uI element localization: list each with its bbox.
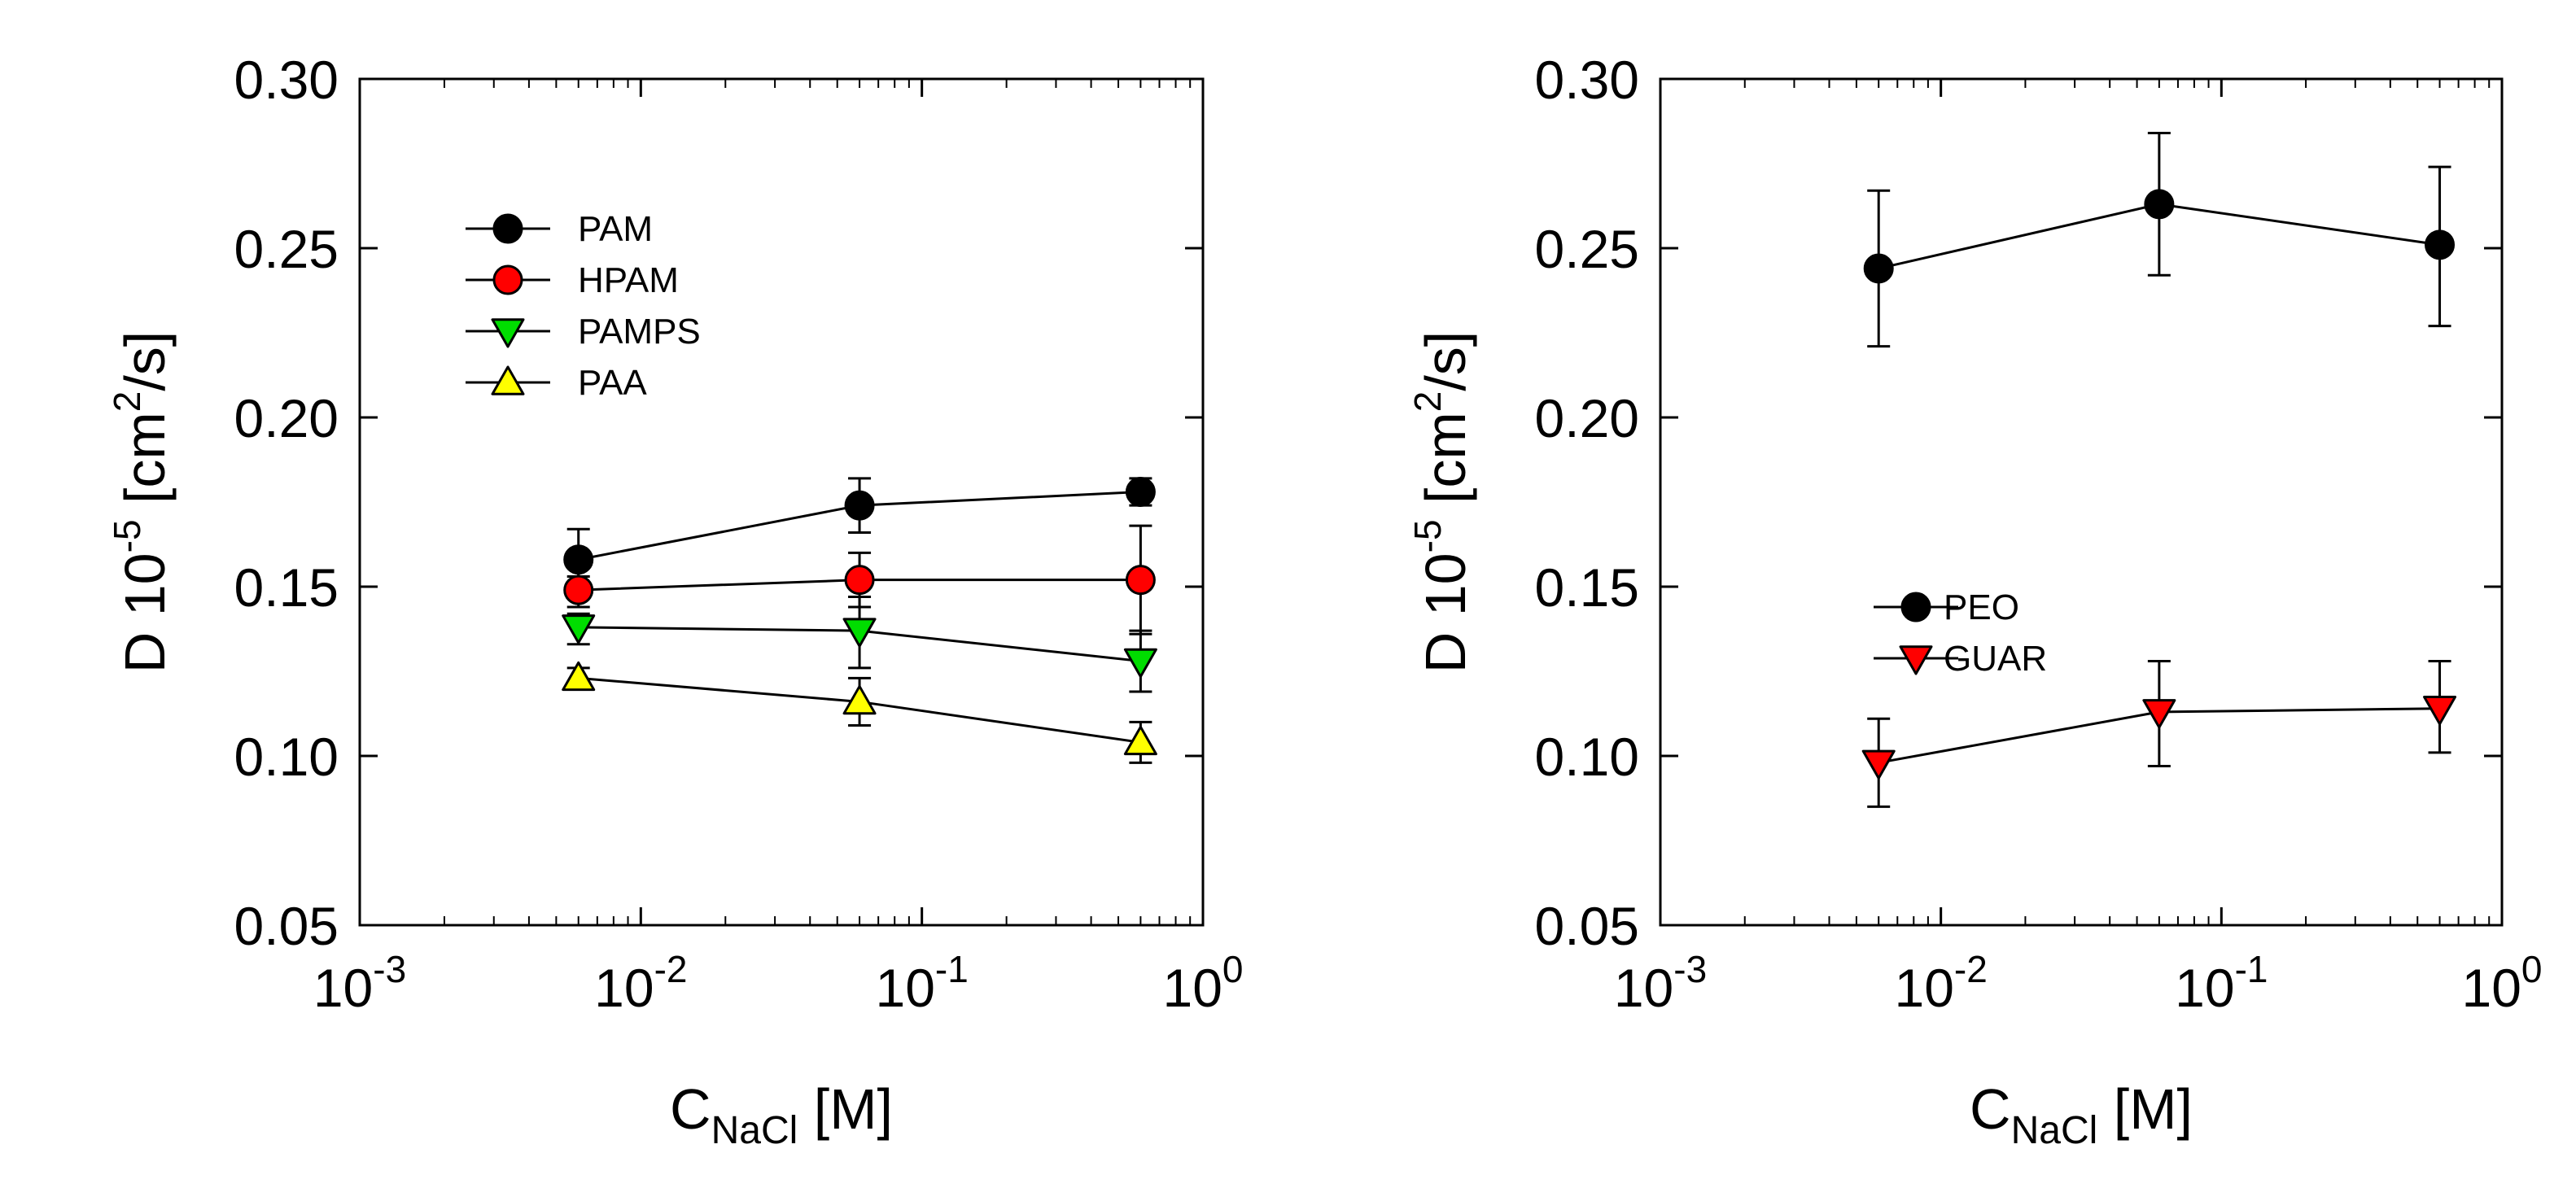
- x-tick-exponent: 0: [1222, 948, 1244, 990]
- x-tick-base: 10: [594, 958, 654, 1018]
- left-panel: 10-3 10-2 10-1 1000.050.100.150.200.250.30C…: [106, 50, 1244, 1152]
- data-point: [1123, 725, 1157, 756]
- y-axis-title-exponent2: 2: [106, 391, 148, 413]
- y-tick-label: 0.05: [234, 896, 339, 956]
- x-tick-base: 10: [2175, 958, 2234, 1018]
- data-point: [1125, 477, 1156, 508]
- plot-frame: [358, 77, 1205, 927]
- x-tick-label: 10-2: [1895, 948, 1988, 1018]
- x-tick-exponent: -1: [935, 948, 969, 990]
- series-guar: [1861, 660, 2457, 808]
- x-tick-label: 10-3: [313, 948, 406, 1018]
- x-tick-exponent: -3: [1673, 948, 1707, 990]
- x-tick-base: 10: [1895, 958, 1954, 1018]
- y-tick-label: 0.05: [1535, 896, 1639, 956]
- x-tick-exponent: -1: [2235, 948, 2268, 990]
- x-tick-exponent: 0: [2521, 948, 2543, 990]
- plot-frame: [1659, 77, 2504, 927]
- data-point: [842, 684, 877, 715]
- legend-label: PAMPS: [578, 312, 701, 352]
- data-point: [2144, 189, 2175, 220]
- y-tick-label: 0.20: [234, 388, 339, 448]
- y-axis-title-exponent: -5: [106, 519, 148, 553]
- legend-label: PAM: [578, 209, 653, 249]
- legend-label: HPAM: [578, 260, 679, 300]
- x-tick-base: 10: [313, 958, 373, 1018]
- x-tick-label: 10-2: [594, 948, 687, 1018]
- y-axis-title-post: /s]: [1414, 331, 1477, 391]
- x-axis-title-main: C: [1970, 1077, 2011, 1141]
- legend-label: PAA: [578, 363, 647, 403]
- data-point: [2425, 229, 2456, 260]
- y-axis-title: D 10-5 [cm2/s]: [106, 331, 177, 674]
- y-axis-title-pre: D 10: [113, 553, 177, 673]
- series-paa: [562, 661, 1157, 764]
- data-point: [1863, 253, 1894, 284]
- data-point: [1125, 565, 1156, 596]
- y-axis-title: D 10-5 [cm2/s]: [1406, 331, 1477, 674]
- y-tick-label: 0.15: [1535, 557, 1639, 618]
- data-point: [563, 574, 594, 605]
- x-axis-title-unit: [M]: [2097, 1077, 2193, 1141]
- data-point: [562, 661, 596, 692]
- x-tick-base: 10: [1614, 958, 1673, 1018]
- x-axis-title-main: C: [670, 1077, 711, 1141]
- series-peo: [1863, 132, 2456, 348]
- y-tick-label: 0.15: [234, 557, 339, 618]
- x-axis-title-subscript: NaCl: [711, 1109, 798, 1152]
- x-tick-base: 10: [876, 958, 935, 1018]
- x-axis-title-subscript: NaCl: [2011, 1109, 2098, 1152]
- x-axis-title-unit: [M]: [798, 1077, 893, 1141]
- data-point: [2423, 696, 2457, 726]
- x-tick-label: 10-3: [1614, 948, 1707, 1018]
- x-axis-title: CNaCl [M]: [1970, 1077, 2193, 1152]
- y-axis-title-mid: [cm: [113, 412, 177, 519]
- data-point: [842, 618, 877, 648]
- y-axis-title-exponent: -5: [1406, 519, 1449, 553]
- y-axis-title-pre: D 10: [1414, 553, 1477, 673]
- series-hpam: [563, 524, 1156, 635]
- x-tick-label: 10-1: [2175, 948, 2268, 1018]
- series-pamps: [562, 595, 1157, 693]
- legend-label: GUAR: [1944, 639, 2047, 679]
- y-tick-label: 0.10: [1535, 727, 1639, 787]
- legend-marker: [491, 318, 525, 348]
- right-panel: 10-3 10-2 10-1 1000.050.100.150.200.250.30C…: [1406, 50, 2543, 1152]
- legend: PAM HPAM PAMPS PAA: [466, 209, 701, 403]
- y-tick-label: 0.20: [1535, 388, 1639, 448]
- legend-marker: [491, 365, 525, 395]
- legend-marker: [1899, 645, 1933, 675]
- legend: PEO GUAR: [1874, 587, 2047, 679]
- y-tick-label: 0.30: [234, 50, 339, 110]
- data-point: [2142, 699, 2176, 729]
- y-tick-label: 0.30: [1535, 50, 1639, 110]
- legend-label: PEO: [1944, 587, 2019, 627]
- x-tick-base: 10: [2461, 958, 2521, 1018]
- data-point: [844, 490, 875, 521]
- y-axis-title-post: /s]: [113, 331, 177, 391]
- x-tick-label: 100: [2461, 948, 2542, 1018]
- y-tick-label: 0.25: [1535, 219, 1639, 279]
- data-point: [844, 565, 875, 596]
- x-tick-exponent: -2: [654, 948, 688, 990]
- x-tick-exponent: -3: [373, 948, 406, 990]
- y-tick-label: 0.25: [234, 219, 339, 279]
- y-tick-label: 0.10: [234, 727, 339, 787]
- data-point: [1123, 648, 1157, 679]
- legend-marker: [492, 264, 523, 295]
- y-axis-title-exponent2: 2: [1406, 391, 1449, 413]
- data-point: [562, 614, 596, 644]
- data-point: [1861, 749, 1896, 780]
- x-axis-title: CNaCl [M]: [670, 1077, 893, 1152]
- x-tick-label: 10-1: [876, 948, 969, 1018]
- legend-marker: [1900, 592, 1931, 622]
- y-axis-title-mid: [cm: [1414, 412, 1477, 519]
- legend-marker: [492, 213, 523, 244]
- x-tick-exponent: -2: [1954, 948, 1988, 990]
- x-tick-label: 100: [1162, 948, 1243, 1018]
- x-tick-base: 10: [1162, 958, 1222, 1018]
